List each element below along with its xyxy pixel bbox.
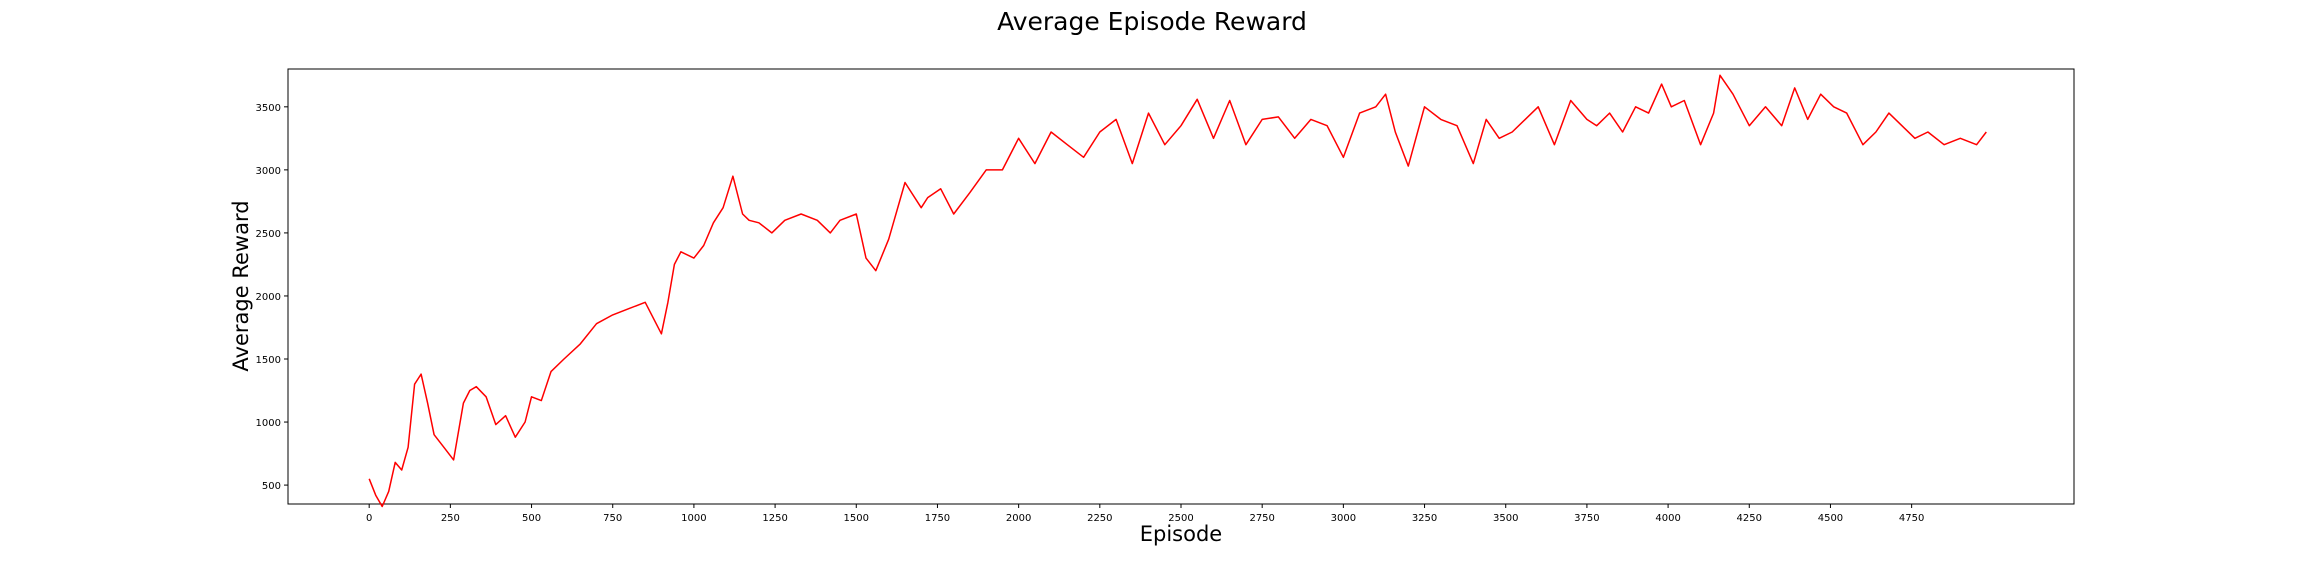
x-axis: 0 250 500 750 1000 1250 1500 1750 2000 2250 2500 27… [366,504,1924,524]
y-tick-label: 3500 [256,103,281,114]
y-tick-label: 2000 [256,292,281,303]
x-axis-label: Episode [1140,522,1222,546]
x-tick-label: 2750 [1249,513,1274,524]
x-tick-label: 1500 [844,513,869,524]
x-tick-label: 2000 [1006,513,1031,524]
x-tick-label: 4500 [1818,513,1843,524]
x-tick-label: 4750 [1899,513,1924,524]
x-tick-label: 2500 [1168,513,1193,524]
x-tick-label: 1750 [925,513,950,524]
x-tick-label: 3000 [1331,513,1356,524]
plot-area [287,68,2075,505]
y-tick-label: 2500 [256,229,281,240]
x-tick-label: 1000 [681,513,706,524]
x-tick-label: 4000 [1655,513,1680,524]
x-tick-label: 0 [366,513,372,524]
x-tick-label: 1250 [762,513,787,524]
y-axis: 500 1000 1500 2000 2500 3000 3500 [256,103,288,492]
y-axis-label: Average Reward [229,200,253,371]
y-tick-label: 1000 [256,418,281,429]
x-tick-label: 2250 [1087,513,1112,524]
chart-title: Average Episode Reward [997,7,1307,36]
x-tick-label: 3500 [1493,513,1518,524]
x-tick-label: 500 [522,513,541,524]
y-tick-label: 500 [262,481,281,492]
y-tick-label: 1500 [256,355,281,366]
x-tick-label: 750 [603,513,622,524]
series-line [368,74,1987,508]
x-tick-label: 3250 [1412,513,1437,524]
x-tick-label: 250 [441,513,460,524]
x-tick-label: 3750 [1574,513,1599,524]
y-tick-label: 3000 [256,166,281,177]
x-tick-label: 4250 [1737,513,1762,524]
series-layer [368,74,1987,508]
